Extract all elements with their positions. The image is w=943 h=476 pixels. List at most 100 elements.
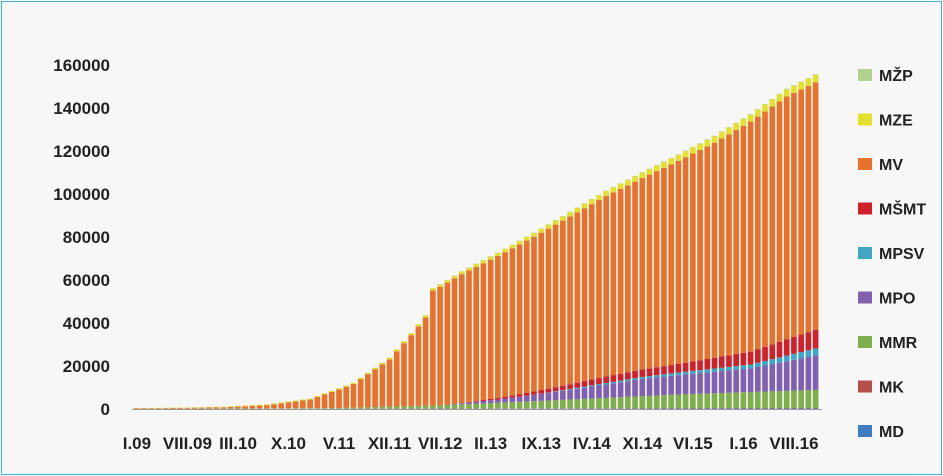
bar-segment-mv xyxy=(458,274,465,404)
bar-segment-mžp xyxy=(740,118,747,120)
bar-segment-md xyxy=(711,408,718,409)
bar-segment-mmr xyxy=(711,393,718,409)
bar-segment-mšmt xyxy=(762,346,768,361)
bar-segment-mpo xyxy=(567,389,573,400)
y-axis: 0 20000 40000 60000 80000 100000 120000 140000 1… xyxy=(53,56,110,419)
bar-segment-mv xyxy=(328,391,335,409)
bar-segment-mmr xyxy=(726,392,732,409)
bar-segment-mmr xyxy=(531,401,537,409)
bar-segment-mv xyxy=(805,85,812,333)
x-tick-label: IX.13 xyxy=(521,434,561,453)
bar-segment-mmr xyxy=(538,400,545,409)
bar-segment-mšmt xyxy=(798,334,804,353)
bar-segment-mpo xyxy=(458,403,465,405)
bar-segment-mv xyxy=(762,111,768,347)
bar-segment-mv xyxy=(134,408,140,409)
legend-label: MŠMT xyxy=(879,200,926,219)
bar-segment-mv xyxy=(300,400,306,409)
bar-segment-mv xyxy=(603,195,609,377)
bar-segment-mze xyxy=(430,288,436,291)
bar-segment-mv xyxy=(422,317,429,406)
bar-segment-mv xyxy=(393,351,400,407)
bar-segment-mv xyxy=(307,399,313,409)
bar-segment-mmr xyxy=(755,391,761,409)
bar-segment-mpo xyxy=(487,400,494,404)
bar-segment-mžp xyxy=(675,154,682,155)
bar-segment-mpsv xyxy=(798,352,804,359)
bar-segment-mmr xyxy=(639,396,646,409)
bar-segment-mv xyxy=(343,386,350,408)
bar-segment-mmr xyxy=(321,408,328,409)
bar-segment-mmr xyxy=(733,392,739,409)
bar-segment-mv xyxy=(184,407,191,409)
bar-segment-mpo xyxy=(690,373,696,394)
bar-segment-mmr xyxy=(661,395,667,409)
legend-label: MPO xyxy=(879,291,915,308)
bar-segment-mze xyxy=(733,123,739,131)
bar-segment-mpo xyxy=(581,387,588,399)
bar-segment-mze xyxy=(538,228,545,233)
bar-segment-mmr xyxy=(610,397,617,409)
bar-segment-mmr xyxy=(408,406,415,409)
bar-segment-mmr xyxy=(444,404,451,409)
bar-segment-mpsv xyxy=(762,360,768,366)
bar-segment-mze xyxy=(444,280,451,283)
bar-segment-mmr xyxy=(653,395,660,409)
bar-segment-mpo xyxy=(473,401,480,404)
bar-segment-mšmt xyxy=(545,388,552,393)
x-tick-label: VIII.16 xyxy=(769,434,818,453)
bar-segment-mv xyxy=(191,407,198,409)
bar-segment-mv xyxy=(646,174,653,369)
bar-segment-mze xyxy=(639,172,646,179)
bar-segment-mze xyxy=(458,271,465,275)
bar-segment-mv xyxy=(718,138,725,357)
bar-segment-mmr xyxy=(386,406,393,409)
bar-segment-mpo xyxy=(617,382,624,398)
bar-segment-mpo xyxy=(509,397,516,403)
bar-segment-mmr xyxy=(740,392,747,409)
bar-segment-mpsv xyxy=(646,376,653,379)
bar-segment-mmr xyxy=(509,402,516,409)
bar-segment-mpo xyxy=(516,396,523,402)
bar-segment-mv xyxy=(256,405,263,409)
bar-segment-mšmt xyxy=(718,356,725,368)
bar-segment-mv xyxy=(451,278,458,404)
bar-segment-mmr xyxy=(307,408,313,409)
bar-segment-mze xyxy=(307,398,313,400)
bar-segment-md xyxy=(762,408,768,409)
legend-swatch-mšmt xyxy=(858,202,872,215)
bar-segment-mšmt xyxy=(653,367,660,376)
bar-segment-mze xyxy=(487,256,494,260)
bar-segment-md xyxy=(783,408,790,409)
bar-segment-mpsv xyxy=(718,367,725,372)
bar-segment-mv xyxy=(733,130,739,355)
bar-segment-mmr xyxy=(646,395,653,409)
bar-segment-mmr xyxy=(783,390,790,408)
bar-segment-mze xyxy=(682,151,689,158)
bar-segment-md xyxy=(798,408,804,409)
bar-segment-mpsv xyxy=(697,370,703,374)
bar-segment-mze xyxy=(206,407,212,408)
bar-segment-mpo xyxy=(711,371,718,394)
bar-segment-mv xyxy=(437,286,443,406)
bar-segment-mv xyxy=(321,394,328,409)
bar-segment-mpsv xyxy=(610,381,617,384)
bar-segment-mmr xyxy=(574,399,581,409)
bar-segment-md xyxy=(718,408,725,409)
bar-segment-mv xyxy=(170,408,176,409)
bar-segment-mmr xyxy=(769,391,776,408)
bar-segment-mmr xyxy=(495,402,501,409)
bar-segment-mze xyxy=(350,382,357,384)
bar-segment-mpsv xyxy=(574,387,581,389)
bar-segment-mpsv xyxy=(791,353,797,360)
legend-swatch-mpsv xyxy=(858,247,872,259)
bar-segment-mv xyxy=(495,256,501,398)
bar-segment-mpo xyxy=(675,375,682,395)
bar-segment-mžp xyxy=(805,77,812,79)
bar-segment-mze xyxy=(755,109,761,117)
bar-segment-mpsv xyxy=(632,378,638,381)
bar-segment-mv xyxy=(401,343,407,407)
bar-segment-mze xyxy=(213,406,220,408)
bar-segment-mpo xyxy=(791,359,797,391)
